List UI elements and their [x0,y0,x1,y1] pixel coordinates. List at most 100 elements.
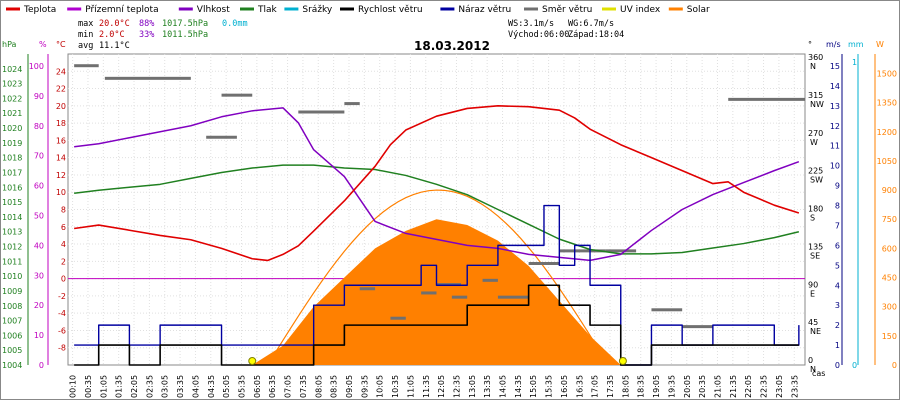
tick-time: 02:05 [130,375,139,398]
stat-rain: 0.0mm [222,19,248,29]
tick-w: 1200 [877,128,897,137]
axis-unit-mm: mm [848,40,864,49]
tick-temp: -4 [58,309,66,318]
tick-time: 17:05 [591,375,600,398]
tick-hpa: 1024 [2,65,22,74]
legend-label-2: Vlhkost [197,5,230,15]
tick-time: 22:35 [760,375,769,398]
tick-temp: 6 [61,223,66,232]
tick-hpa: 1009 [2,287,22,296]
tick-mm: 1 [852,58,857,67]
tick-dir-name: SE [810,251,820,260]
tick-temp: 8 [61,206,66,215]
wind-dir-bar [206,135,237,139]
tick-ms: 15 [830,62,840,71]
stat-min-hum: 33% [139,30,154,40]
tick-ms: 11 [830,142,840,151]
legend-label-5: Rychlost větru [358,5,423,15]
tick-pct: 100 [29,62,44,71]
series-windspeed-line [74,284,799,366]
chart-title: 18.03.2012 [414,39,490,53]
tick-w: 300 [882,303,897,312]
legend-label-3: Tlak [257,5,278,15]
tick-w: 0 [892,361,897,370]
series-temperature-line [74,105,800,262]
tick-time: 02:35 [145,375,154,398]
legend-label-8: UV index [620,5,661,15]
tick-ms: 5 [835,261,840,270]
wind-dir-bar [482,278,498,282]
tick-dir-deg: 45 [808,318,818,327]
legend-label-0: Teplota [23,5,56,15]
tick-dir-deg: 270 [808,129,823,138]
tick-temp: 22 [56,85,66,94]
tick-hpa: 1010 [2,272,22,281]
wind-dir-bar [451,295,468,299]
tick-w: 1500 [877,69,897,78]
tick-ms: 2 [835,321,840,330]
tick-pct: 40 [34,241,44,250]
tick-temp: 16 [56,136,66,145]
tick-pct: 0 [39,361,44,370]
stat-max-label: max [78,19,93,29]
tick-time: 16:35 [575,375,584,398]
tick-pct: 10 [34,331,44,340]
tick-temp: 24 [56,67,66,76]
tick-time: 10:35 [391,375,400,398]
wind-dir-bar [605,249,637,253]
tick-pct: 90 [34,92,44,101]
stat-sunrise: Východ:06:00 [508,30,569,40]
wind-dir-bar [359,287,376,291]
tick-temp: -8 [58,344,66,353]
tick-time: 06:05 [253,375,262,398]
wind-dir-bar [74,64,99,68]
tick-w: 1350 [877,99,897,108]
tick-time: 18:35 [637,375,646,398]
axis-unit-hpa: hPa [2,40,17,49]
tick-time: 14:35 [514,375,523,398]
tick-dir-deg: 0 [808,356,813,365]
tick-time: 20:05 [683,375,692,398]
series-humidity-line [74,107,800,262]
tick-hpa: 1008 [2,302,22,311]
stat-wg: WG:6.7m/s [568,19,614,29]
tick-hpa: 1014 [2,213,22,222]
stat-avg-label: avg [78,41,93,51]
tick-hpa: 1006 [2,331,22,340]
tick-temp: 20 [56,102,66,111]
tick-hpa: 1017 [2,168,22,177]
tick-temp: 14 [56,154,66,163]
tick-ms: 9 [835,182,840,191]
tick-time: 01:05 [99,375,108,398]
tick-time: 22:05 [744,375,753,398]
tick-hpa: 1020 [2,124,22,133]
tick-dir-name: N [810,62,816,71]
tick-time: 00:35 [84,375,93,398]
tick-dir-deg: 135 [808,242,823,251]
tick-hpa: 1005 [2,346,22,355]
tick-w: 900 [882,186,897,195]
tick-time: 13:35 [483,375,492,398]
wind-dir-bar [651,308,683,312]
axis-unit-temp: °C [56,40,66,49]
tick-time: 13:05 [468,375,477,398]
stat-ws: WS:3.1m/s [508,19,554,29]
tick-hpa: 1007 [2,317,22,326]
tick-time: 19:05 [652,375,661,398]
wind-dir-bar [497,295,529,299]
tick-ms: 12 [830,122,840,131]
tick-dir-deg: 360 [808,53,823,62]
series-pressure-line [74,164,800,255]
stat-sunset: Západ:18:04 [568,30,624,40]
tick-dir-name: S [810,214,815,223]
tick-dir-name: N [810,365,816,374]
tick-hpa: 1013 [2,228,22,237]
tick-time: 03:05 [161,375,170,398]
tick-temp: 18 [56,119,66,128]
tick-ms: 1 [835,341,840,350]
tick-time: 01:35 [115,375,124,398]
tick-time: 04:05 [191,375,200,398]
tick-time: 16:05 [560,375,569,398]
tick-ms: 6 [835,241,840,250]
